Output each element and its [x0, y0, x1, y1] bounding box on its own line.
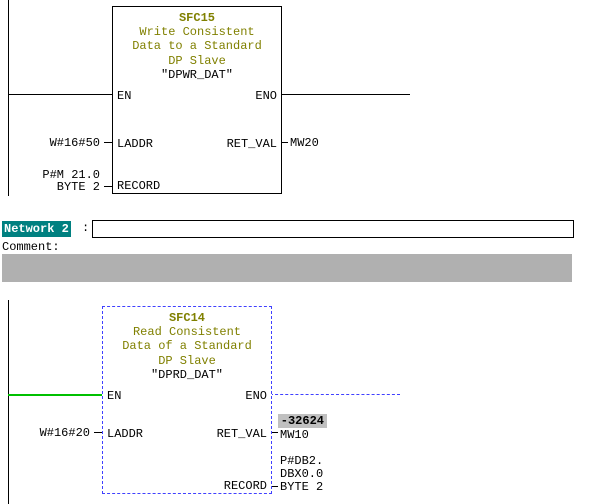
retval-val-b2: MW10 — [280, 428, 309, 442]
retval-val-b1: MW20 — [290, 136, 319, 150]
port-laddr-b2: LADDR — [107, 427, 143, 441]
block2-name: "DPRD_DAT" — [103, 368, 271, 382]
comment-area[interactable] — [2, 254, 572, 282]
port-en-b1: EN — [117, 89, 131, 103]
block1-desc3: DP Slave — [113, 54, 281, 68]
wire-en-b1 — [8, 94, 112, 95]
block1-title: SFC15 — [113, 11, 281, 25]
block2-title: SFC14 — [103, 311, 271, 325]
stub-laddr-b2 — [94, 432, 102, 433]
block2-desc3: DP Slave — [103, 354, 271, 368]
port-record-b1: RECORD — [117, 179, 160, 193]
port-retval-b1: RET_VAL — [227, 137, 277, 151]
wire-eno-b2 — [270, 394, 400, 395]
port-eno-b1: ENO — [255, 89, 277, 103]
block1-desc2: Data to a Standard — [113, 39, 281, 53]
record-val-b1-l2: BYTE 2 — [0, 180, 100, 194]
record-val-b2-l3: BYTE 2 — [280, 480, 323, 494]
network-title-input[interactable] — [92, 220, 574, 238]
port-record-b2: RECORD — [224, 479, 267, 493]
block1-desc1: Write Consistent — [113, 25, 281, 39]
network-label[interactable]: Network 2 — [2, 221, 71, 237]
laddr-val-b2: W#16#20 — [0, 426, 90, 440]
wire-en-b2 — [8, 394, 102, 396]
laddr-val-b1: W#16#50 — [0, 136, 100, 150]
retval-status-b2: -32624 — [278, 414, 327, 428]
record-val-b2-l1: P#DB2. — [280, 454, 323, 468]
stub-laddr-b1 — [104, 142, 112, 143]
block2-desc2: Data of a Standard — [103, 339, 271, 353]
block1-name: "DPWR_DAT" — [113, 68, 281, 82]
record-val-b2-l2: DBX0.0 — [280, 467, 323, 481]
port-laddr-b1: LADDR — [117, 137, 153, 151]
port-retval-b2: RET_VAL — [217, 427, 267, 441]
stub-record-b1 — [104, 186, 112, 187]
wire-eno-b1 — [280, 94, 410, 95]
sfc14-block: SFC14 Read Consistent Data of a Standard… — [102, 306, 272, 494]
network-colon: : — [82, 221, 89, 235]
port-en-b2: EN — [107, 389, 121, 403]
left-rail-bottom — [8, 300, 9, 504]
left-rail-top — [8, 0, 9, 196]
comment-label: Comment: — [2, 240, 60, 254]
sfc15-block: SFC15 Write Consistent Data to a Standar… — [112, 6, 282, 194]
port-eno-b2: ENO — [245, 389, 267, 403]
block2-desc1: Read Consistent — [103, 325, 271, 339]
